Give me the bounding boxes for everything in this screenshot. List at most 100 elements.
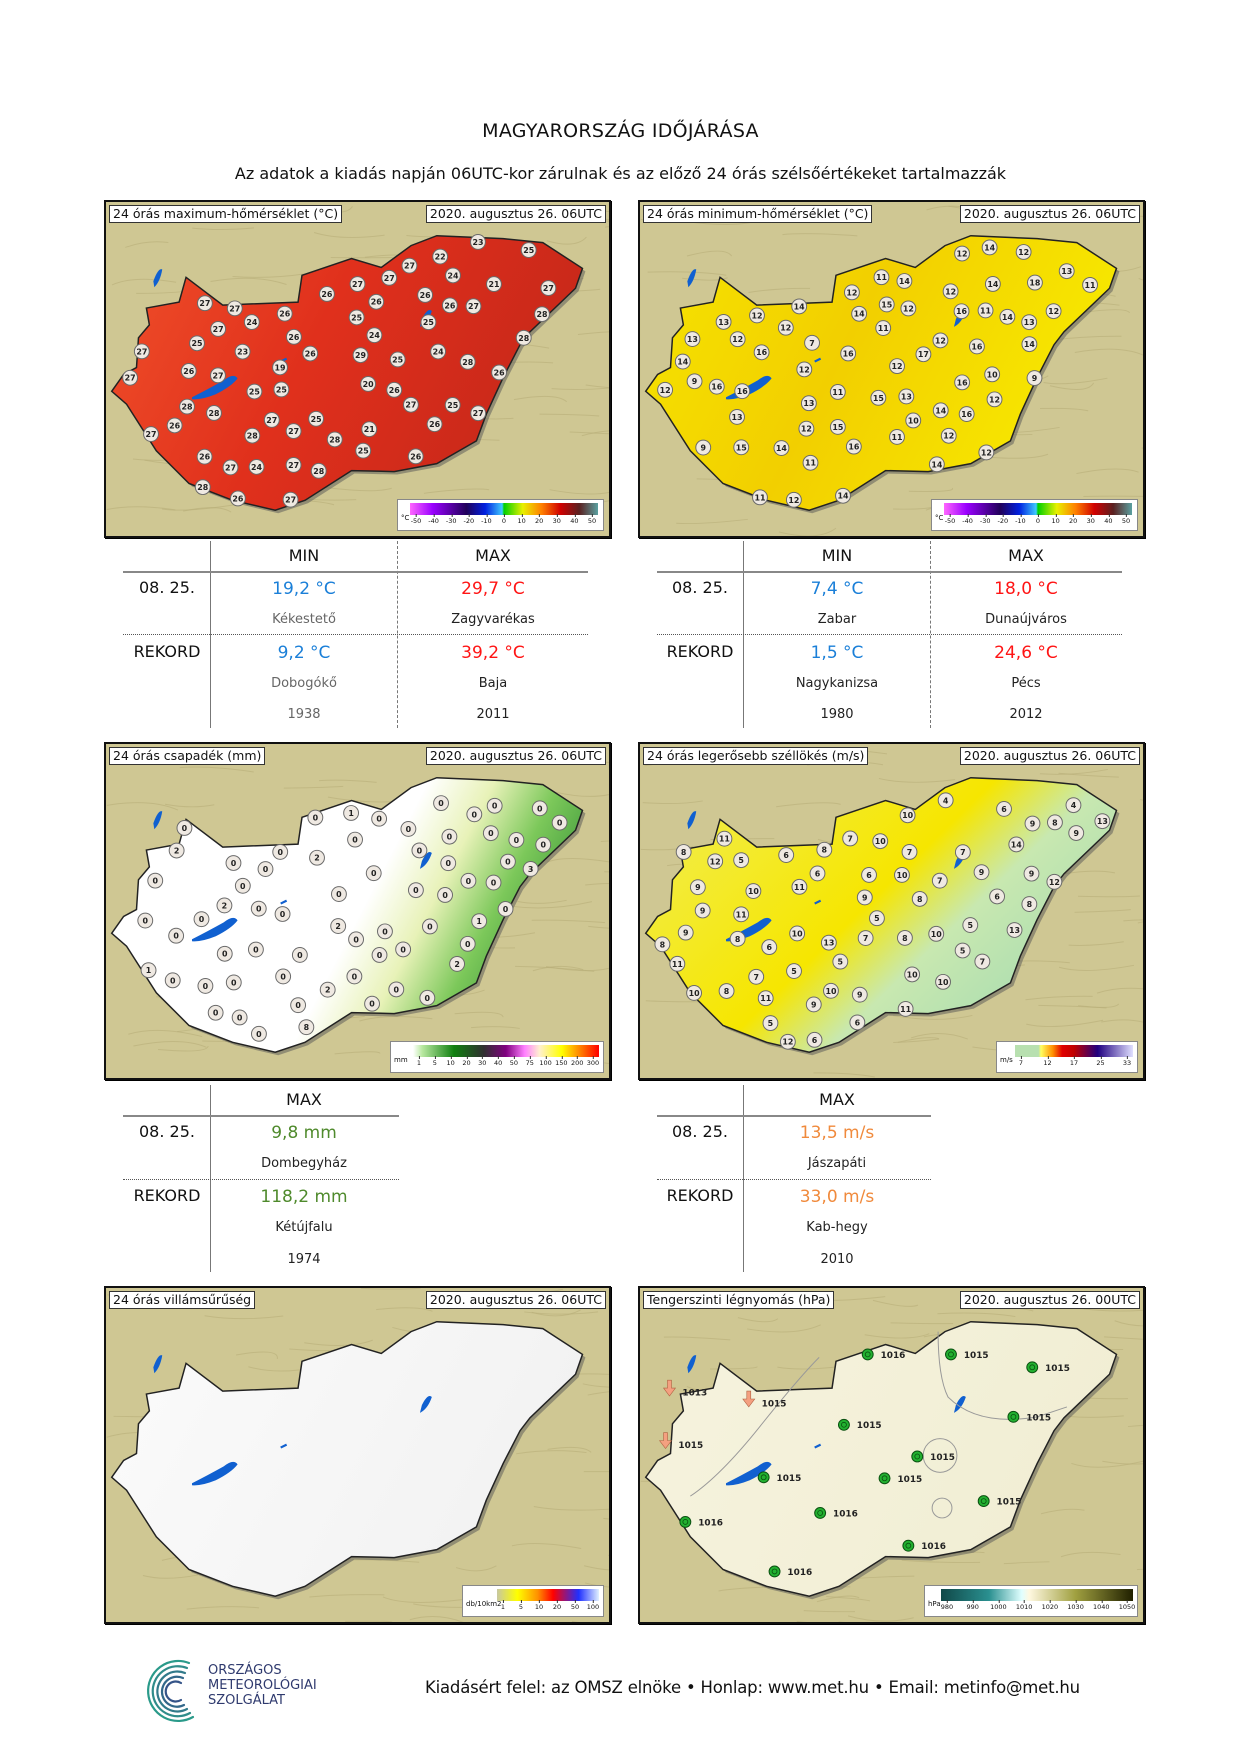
station-marker: 6 <box>806 1031 823 1048</box>
divider <box>123 571 588 573</box>
record-max-value: 24,6 °C <box>994 643 1058 663</box>
station-value: 15 <box>832 423 843 432</box>
station-value: 12 <box>780 324 791 333</box>
station-marker: 12 <box>986 391 1003 408</box>
pressure-station: 1015 <box>1026 1361 1070 1374</box>
divider <box>657 571 1122 573</box>
station-circle <box>954 374 971 391</box>
station-circle <box>802 454 819 471</box>
station-value: 0 <box>240 882 246 891</box>
station-value: 0 <box>256 1030 262 1039</box>
station-marker: 16 <box>840 345 857 362</box>
terrain-shading <box>516 1450 587 1455</box>
station-value: 0 <box>427 922 433 931</box>
station-marker: 16 <box>954 374 971 391</box>
record-min-value: 9,2 °C <box>277 643 331 663</box>
station-value: 26 <box>420 291 432 300</box>
station-circle <box>515 329 532 346</box>
station-value: 0 <box>280 910 286 919</box>
station-value: 9 <box>1029 870 1035 879</box>
station-value: 12 <box>799 365 810 374</box>
station-circle <box>733 906 750 923</box>
station-value: 21 <box>364 425 375 434</box>
terrain-shading <box>1043 377 1108 385</box>
station-marker: 24 <box>445 267 461 284</box>
station-circle <box>179 398 195 415</box>
station-marker: 26 <box>276 305 293 322</box>
station-marker: 0 <box>272 844 289 860</box>
station-circle <box>869 910 885 927</box>
station-circle <box>1065 797 1082 814</box>
row-label-record: REKORD <box>133 642 201 661</box>
station-value: 0 <box>253 946 259 955</box>
station-marker: 0 <box>421 918 438 935</box>
terrain-shading <box>186 1606 260 1610</box>
row-label-record: REKORD <box>133 1186 201 1205</box>
station-marker: 27 <box>381 269 398 286</box>
lake-balaton <box>191 1461 238 1486</box>
map-date: 2020. augusztus 26. 06UTC <box>425 1291 606 1309</box>
station-marker: 16 <box>708 378 725 395</box>
station-circle <box>168 842 185 859</box>
station-marker: 26 <box>491 364 508 381</box>
station-circle <box>360 375 377 392</box>
legend-tick-label: 1000 <box>990 1600 1007 1611</box>
station-marker: 0 <box>147 872 164 889</box>
legend-tick-label: 100 <box>539 1056 552 1067</box>
station-value: 12 <box>1048 307 1059 316</box>
station-circle <box>900 300 917 317</box>
calm-station-icon <box>768 1565 781 1578</box>
station-value: 27 <box>384 274 395 283</box>
station-circle <box>407 882 424 899</box>
column-header-max: MAX <box>286 1090 322 1109</box>
legend-tick-label: 20 <box>462 1056 471 1067</box>
pressure-station: 1016 <box>768 1565 812 1578</box>
legend-unit: db/10km2 <box>466 1600 502 1608</box>
station-value: 6 <box>783 851 789 860</box>
station-marker: 9 <box>1024 815 1041 832</box>
station-circle <box>835 487 851 504</box>
station-value: 16 <box>961 410 973 419</box>
station-marker: 11 <box>977 302 994 319</box>
station-circle <box>433 795 449 812</box>
station-circle <box>894 867 910 883</box>
pressure-value: 1016 <box>881 1351 906 1361</box>
terrain-shading <box>826 1596 871 1602</box>
station-circle <box>694 902 711 919</box>
station-marker: 2 <box>449 955 466 972</box>
station-marker: 27 <box>349 276 366 292</box>
page-title: MAGYARORSZÁG IDŐJÁRÁSA <box>482 120 759 142</box>
station-value: 0 <box>400 945 406 954</box>
station-value: 0 <box>231 978 237 987</box>
station-value: 0 <box>231 859 237 868</box>
calm-station-icon <box>679 1515 692 1528</box>
station-value: 27 <box>229 304 240 313</box>
terrain-shading <box>587 1391 609 1396</box>
station-marker: 0 <box>346 968 363 985</box>
terrain-shading <box>1114 1320 1143 1327</box>
station-value: 23 <box>237 348 248 357</box>
station-circle <box>471 913 488 930</box>
calm-station-ring <box>817 1510 824 1516</box>
calm-station-icon <box>902 1539 915 1552</box>
station-marker: 21 <box>361 421 378 438</box>
station-marker: 3 <box>522 860 539 877</box>
station-marker: 21 <box>486 276 502 293</box>
station-circle <box>308 410 325 427</box>
station-marker: 0 <box>535 836 552 853</box>
station-circle <box>829 419 846 435</box>
station-value: 0 <box>492 802 498 811</box>
station-marker: 12 <box>779 1033 796 1050</box>
station-circle <box>935 973 951 990</box>
station-circle <box>889 358 905 375</box>
station-marker: 13 <box>729 409 745 425</box>
station-value: 12 <box>892 362 903 371</box>
station-marker: 14 <box>1021 336 1038 353</box>
station-circle <box>276 305 293 322</box>
station-marker: 10 <box>899 807 916 824</box>
terrain-shading <box>106 802 179 811</box>
station-value: 0 <box>152 877 158 886</box>
sea-level-pressure-map: 1016 1015 1015 1013 1015 1015 1015 1015 1015 1015… <box>638 1286 1145 1624</box>
station-circle <box>499 853 516 870</box>
station-value: 9 <box>1032 374 1038 383</box>
